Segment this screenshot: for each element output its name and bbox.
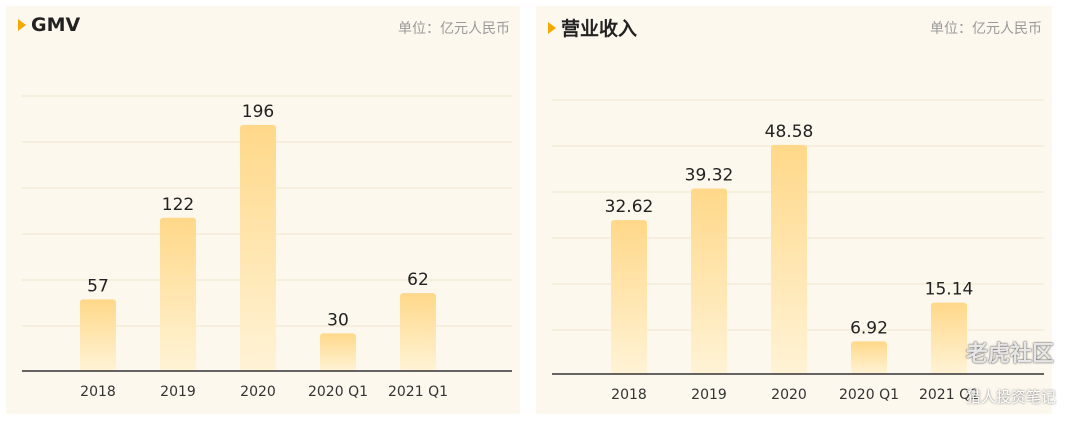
bar-2019 (160, 217, 196, 371)
x-tick-label: 2020 (240, 384, 276, 400)
bar-2019 (691, 188, 727, 374)
x-tick-label: 2021 Q1 (388, 384, 448, 400)
x-tick-label: 2020 Q1 (308, 384, 368, 400)
x-tick-label: 2020 (771, 387, 807, 403)
bar-value-label: 62 (407, 270, 429, 290)
x-tick-label: 2020 Q1 (839, 387, 899, 403)
revenue-chart-panel: 营业收入 单位：亿元人民币 32.62 2018 39.32 2019 48.58 202… (536, 6, 1052, 414)
bar-value-label: 39.32 (685, 166, 734, 186)
bar-value-label: 30 (327, 310, 349, 330)
triangle-marker-icon (548, 21, 556, 34)
bar-2020 (771, 144, 807, 374)
gmv-bar-chart: 57 2018 122 2019 196 2020 30 2020 Q1 62 2021 Q1 (22, 95, 512, 400)
bar-2018 (80, 299, 116, 371)
x-tick-label: 2018 (611, 387, 647, 403)
watermark-community: 老虎社区 (965, 342, 1054, 367)
bar-2021-q1 (931, 302, 967, 374)
x-tick-label: 2019 (691, 387, 727, 403)
x-tick-label: 2021 Q1 (919, 387, 979, 403)
bar-value-label: 57 (87, 276, 109, 296)
revenue-chart-title: 营业收入 (548, 14, 637, 41)
revenue-unit-label: 单位：亿元人民币 (930, 21, 1042, 37)
bar-value-label: 32.62 (605, 197, 654, 217)
bar-2020-q1 (320, 333, 356, 371)
triangle-marker-icon (18, 19, 26, 31)
bar-value-label: 122 (162, 195, 194, 215)
bar-2021-q1 (400, 293, 436, 371)
bar-2020-q1 (851, 341, 887, 374)
revenue-bar-chart: 32.62 2018 39.32 2019 48.58 2020 6.92 2020 Q1 15… (552, 99, 1044, 403)
bar-value-label: 15.14 (925, 280, 974, 300)
gmv-title-text: GMV (31, 14, 81, 36)
watermark-author: 猎人投资笔记 (965, 388, 1056, 406)
gmv-chart-title: GMV (18, 14, 80, 36)
bar-2018 (611, 220, 647, 374)
x-tick-label: 2018 (80, 384, 116, 400)
bar-value-label: 6.92 (850, 318, 888, 338)
bar-2020 (240, 124, 276, 371)
x-tick-label: 2019 (160, 384, 196, 400)
bar-value-label: 48.58 (765, 122, 814, 142)
gmv-chart-panel: GMV 单位：亿元人民币 57 2018 122 2019 196 2020 30 2020 … (6, 6, 520, 414)
bar-value-label: 196 (242, 102, 274, 122)
gmv-unit-label: 单位：亿元人民币 (398, 21, 510, 37)
revenue-title-text: 营业收入 (561, 18, 638, 40)
